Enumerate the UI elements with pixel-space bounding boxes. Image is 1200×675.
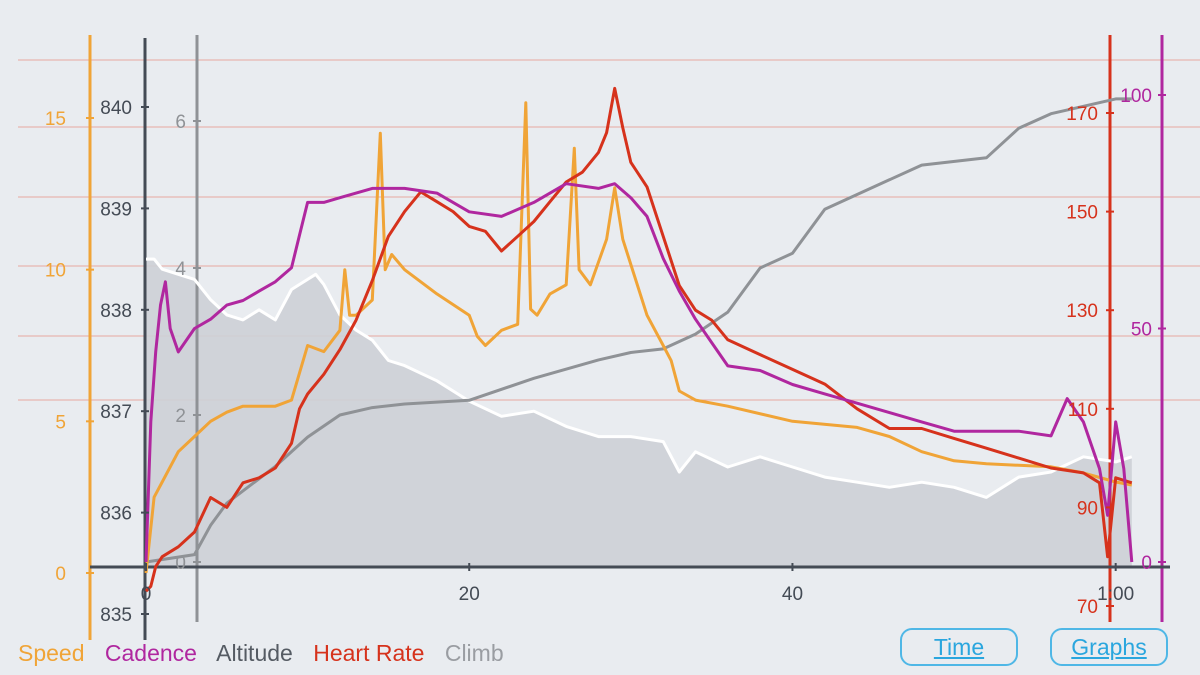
- x-tick-1:00: 1:00: [1097, 584, 1134, 605]
- climb-tick-0: 0: [175, 553, 186, 574]
- heart_rate-tick-130: 130: [1066, 301, 1098, 322]
- speed-tick-10: 10: [45, 261, 66, 282]
- x-tick-0: 0: [141, 584, 152, 605]
- series-speed: [144, 101, 1133, 574]
- heart_rate-tick-110: 110: [1068, 400, 1098, 421]
- altitude-tick-839: 839: [100, 199, 132, 220]
- cadence-tick-50: 50: [1131, 320, 1152, 341]
- heart_rate-tick-170: 170: [1066, 104, 1098, 125]
- legend-heart-rate: Heart Rate: [313, 640, 425, 666]
- series-lines: [144, 86, 1134, 593]
- climb-tick-4: 4: [175, 259, 186, 280]
- graphs-button[interactable]: Graphs: [1050, 628, 1168, 666]
- altitude-tick-840: 840: [100, 98, 132, 119]
- legend-speed: Speed: [18, 640, 85, 666]
- series-heart-rate: [144, 86, 1133, 593]
- cadence-tick-100: 100: [1120, 86, 1152, 107]
- climb-tick-6: 6: [175, 112, 186, 133]
- altitude-area: [146, 259, 1132, 567]
- altitude-tick-835: 835: [100, 605, 132, 626]
- series-climb: [145, 97, 1132, 564]
- legend-climb: Climb: [444, 640, 504, 666]
- heart_rate-tick-150: 150: [1066, 203, 1098, 224]
- speed-tick-15: 15: [45, 109, 66, 130]
- legend: Speed Cadence Altitude Heart Rate Climb: [18, 640, 518, 667]
- series-cadence: [144, 182, 1134, 563]
- time-button[interactable]: Time: [900, 628, 1018, 666]
- heart_rate-tick-70: 70: [1077, 597, 1098, 618]
- altitude-tick-837: 837: [100, 402, 132, 423]
- cadence-tick-0: 0: [1141, 553, 1152, 574]
- x-tick-40: 40: [782, 584, 803, 605]
- tick-labels: 0 5 10 15 835 836 837 838 839 840 0 2 4 6 70 90 110 130 15…: [45, 86, 1166, 626]
- heart_rate-tick-90: 90: [1077, 498, 1098, 519]
- altitude-tick-838: 838: [100, 301, 132, 322]
- altitude-tick-836: 836: [100, 504, 132, 525]
- climb-tick-2: 2: [175, 406, 186, 427]
- altitude-line: [146, 257, 1133, 499]
- speed-tick-5: 5: [55, 412, 66, 433]
- legend-cadence: Cadence: [104, 640, 197, 666]
- legend-altitude: Altitude: [216, 640, 293, 666]
- speed-tick-0: 0: [55, 564, 66, 585]
- x-tick-20: 20: [459, 584, 480, 605]
- altitude-fill: [146, 259, 1132, 567]
